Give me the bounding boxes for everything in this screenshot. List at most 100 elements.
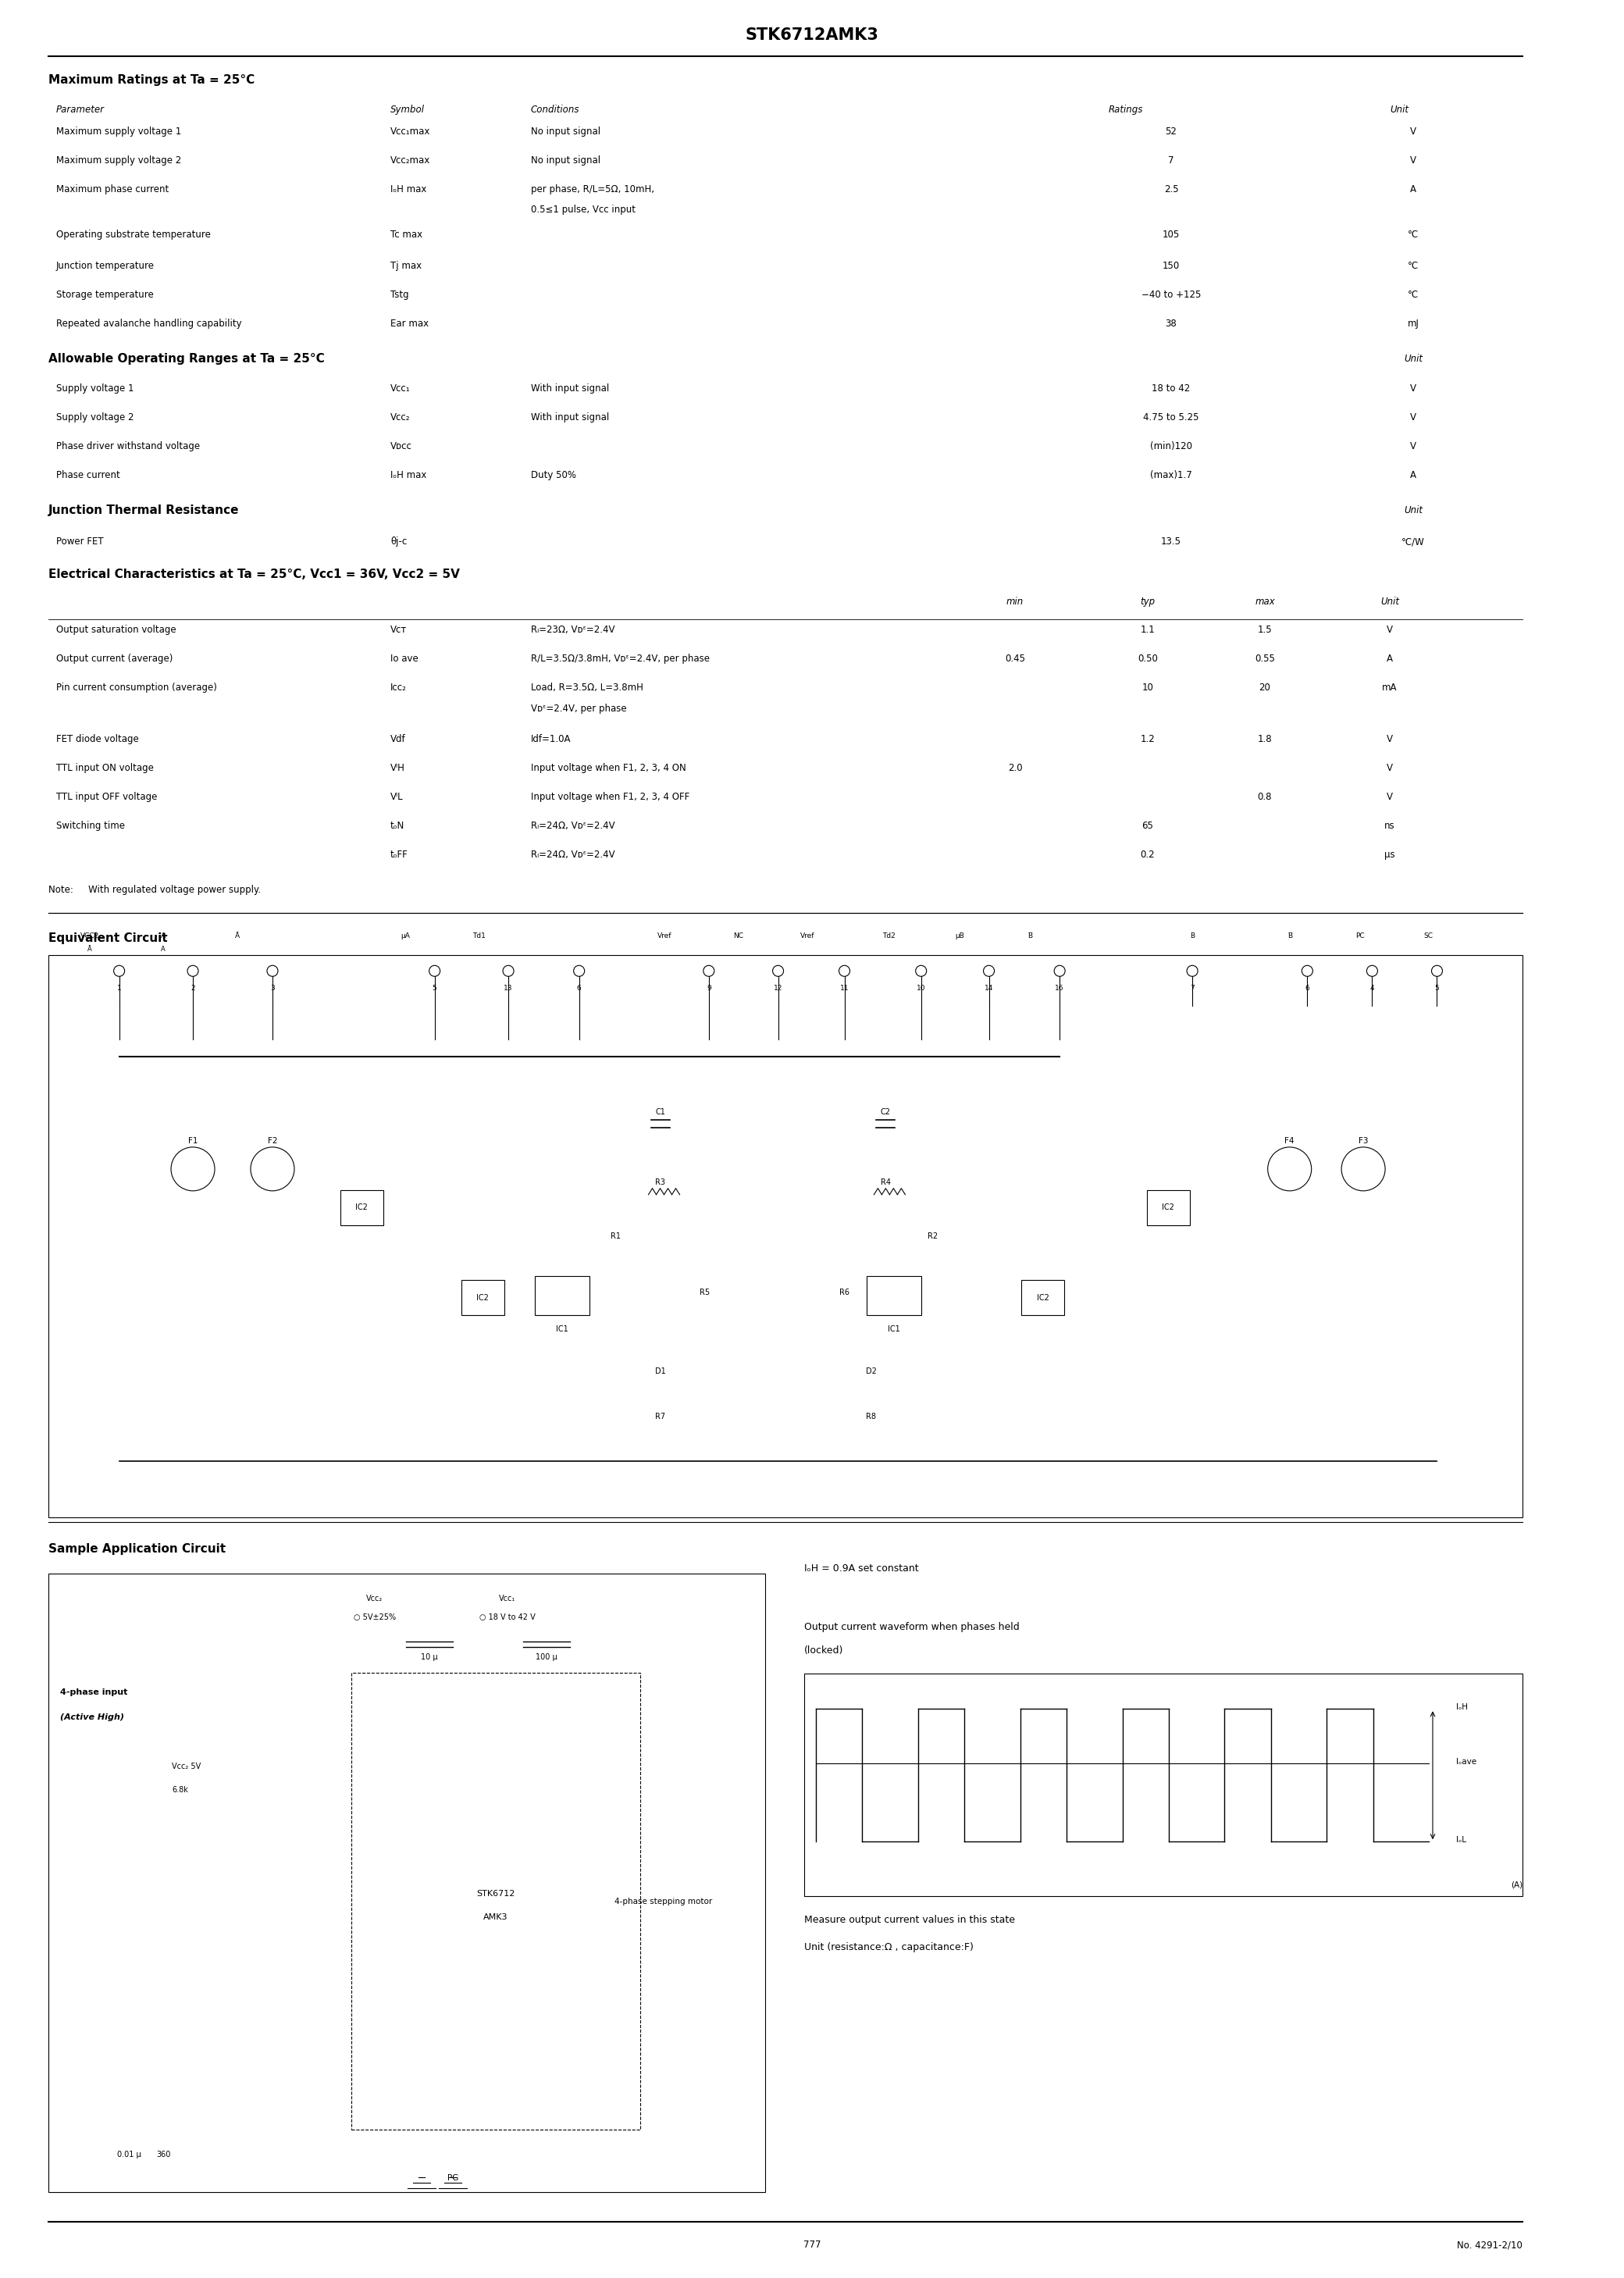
Text: Sample Application Circuit: Sample Application Circuit: [49, 1542, 226, 1554]
Text: Junction temperature: Junction temperature: [57, 262, 154, 271]
Text: Operating substrate temperature: Operating substrate temperature: [57, 230, 211, 239]
Text: A: A: [1387, 654, 1393, 663]
Text: Unit: Unit: [1380, 597, 1400, 606]
Text: Tj max: Tj max: [390, 262, 422, 271]
Text: 6.8k: 6.8k: [172, 1786, 188, 1795]
Text: V: V: [1410, 412, 1416, 424]
Text: F4: F4: [1285, 1137, 1294, 1146]
Text: V: V: [1387, 734, 1393, 745]
Text: D1: D1: [654, 1367, 666, 1376]
Text: 150: 150: [1163, 262, 1181, 271]
Text: D2: D2: [866, 1367, 877, 1376]
Text: °C/W: °C/W: [1402, 538, 1424, 547]
Text: tₒFF: tₒFF: [390, 850, 408, 859]
Bar: [534, 1276, 590, 1314]
Text: V: V: [1410, 442, 1416, 451]
Text: IC1: IC1: [888, 1326, 900, 1333]
Text: Vref: Vref: [801, 932, 815, 939]
Text: 1.5: 1.5: [1257, 624, 1272, 636]
Text: 2.0: 2.0: [1009, 763, 1021, 772]
Text: Vref: Vref: [658, 932, 672, 939]
Text: IₒH max: IₒH max: [390, 185, 427, 194]
Text: Ratings: Ratings: [1109, 105, 1143, 114]
Text: R/L=3.5Ω/3.8mH, Vᴅᵋ=2.4V, per phase: R/L=3.5Ω/3.8mH, Vᴅᵋ=2.4V, per phase: [531, 654, 710, 663]
Text: V: V: [1387, 793, 1393, 802]
Text: AMK3: AMK3: [484, 1914, 508, 1920]
Text: Conditions: Conditions: [531, 105, 580, 114]
Text: 9: 9: [706, 984, 711, 991]
Text: 4: 4: [1371, 984, 1374, 991]
Text: μA: μA: [401, 932, 409, 939]
Text: 5: 5: [432, 984, 437, 991]
Text: typ: typ: [1140, 597, 1155, 606]
Text: B: B: [1190, 932, 1195, 939]
Text: 11: 11: [840, 984, 849, 991]
Text: 0.5≤1 pulse, Vcc input: 0.5≤1 pulse, Vcc input: [531, 205, 635, 214]
Text: 10: 10: [1142, 683, 1153, 693]
Text: 777: 777: [804, 2239, 820, 2251]
Text: θj-c: θj-c: [390, 538, 408, 547]
Text: IₒH max: IₒH max: [390, 469, 427, 481]
Text: Symbol: Symbol: [390, 105, 425, 114]
Text: FET diode voltage: FET diode voltage: [57, 734, 138, 745]
Text: Idf=1.0A: Idf=1.0A: [531, 734, 572, 745]
Text: Rₗ=24Ω, Vᴅᵋ=2.4V: Rₗ=24Ω, Vᴅᵋ=2.4V: [531, 850, 615, 859]
Text: Vᴅᵋ=2.4V, per phase: Vᴅᵋ=2.4V, per phase: [531, 704, 627, 713]
Text: With input signal: With input signal: [531, 412, 609, 424]
Text: IC2: IC2: [356, 1203, 369, 1212]
Text: Switching time: Switching time: [57, 820, 125, 831]
Text: Supply voltage 1: Supply voltage 1: [57, 383, 133, 394]
Bar: [867, 1276, 921, 1314]
Text: R5: R5: [700, 1289, 710, 1296]
Text: Rₗ=24Ω, Vᴅᵋ=2.4V: Rₗ=24Ω, Vᴅᵋ=2.4V: [531, 820, 615, 831]
Text: Parameter: Parameter: [57, 105, 104, 114]
Text: Unit: Unit: [1403, 353, 1423, 364]
Text: 4.75 to 5.25: 4.75 to 5.25: [1143, 412, 1199, 424]
Text: Maximum supply voltage 2: Maximum supply voltage 2: [57, 155, 182, 166]
Text: Vᴄᴄ₂: Vᴄᴄ₂: [390, 412, 411, 424]
Text: A: A: [1410, 469, 1416, 481]
Text: (max)1.7: (max)1.7: [1150, 469, 1192, 481]
Text: Vᴄᴛ: Vᴄᴛ: [390, 624, 408, 636]
Text: Repeated avalanche handling capability: Repeated avalanche handling capability: [57, 319, 242, 328]
Text: 10: 10: [916, 984, 926, 991]
Text: Storage temperature: Storage temperature: [57, 289, 154, 301]
Text: IₒL: IₒL: [1457, 1836, 1466, 1843]
Text: V: V: [1410, 125, 1416, 137]
Text: B̅: B̅: [1028, 932, 1033, 939]
Text: ns: ns: [1384, 820, 1395, 831]
Text: Vdf: Vdf: [390, 734, 406, 745]
Bar: [804, 1674, 1522, 1895]
Text: PC: PC: [1356, 932, 1364, 939]
Text: VCC2: VCC2: [80, 932, 99, 939]
Text: Output saturation voltage: Output saturation voltage: [57, 624, 175, 636]
Text: TTL input OFF voltage: TTL input OFF voltage: [57, 793, 158, 802]
Text: Unit: Unit: [1390, 105, 1408, 114]
Text: Rₗ=23Ω, Vᴅᵋ=2.4V: Rₗ=23Ω, Vᴅᵋ=2.4V: [531, 624, 615, 636]
Text: Unit: Unit: [1403, 506, 1423, 515]
Text: A: A: [1410, 185, 1416, 194]
Text: 3: 3: [270, 984, 274, 991]
Bar: [1021, 1280, 1064, 1314]
Text: 2.5: 2.5: [1164, 185, 1179, 194]
Text: 4-phase stepping motor: 4-phase stepping motor: [615, 1898, 713, 1904]
Text: Duty 50%: Duty 50%: [531, 469, 577, 481]
Text: Vᴄᴄ₁: Vᴄᴄ₁: [390, 383, 411, 394]
Text: Vᴄᴄ₁max: Vᴄᴄ₁max: [390, 125, 430, 137]
Text: 7: 7: [1168, 155, 1174, 166]
Text: No input signal: No input signal: [531, 155, 601, 166]
Text: F1: F1: [188, 1137, 198, 1146]
Text: 105: 105: [1163, 230, 1181, 239]
Text: VᴵH: VᴵH: [390, 763, 404, 772]
Text: V: V: [1387, 763, 1393, 772]
Text: Td1: Td1: [473, 932, 486, 939]
Text: mJ: mJ: [1408, 319, 1419, 328]
Text: 14: 14: [984, 984, 994, 991]
Text: max: max: [1255, 597, 1275, 606]
Text: R7: R7: [654, 1412, 666, 1419]
Text: V: V: [1387, 624, 1393, 636]
Text: 13.5: 13.5: [1161, 538, 1181, 547]
Text: B̅: B̅: [1288, 932, 1293, 939]
Text: With input signal: With input signal: [531, 383, 609, 394]
Text: A: A: [161, 945, 166, 952]
